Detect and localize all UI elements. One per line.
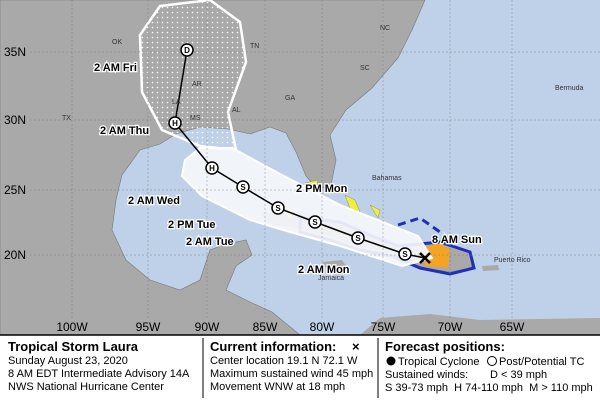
forecast-time-halo: 2 AM Wed [128,195,180,207]
forecast-point [398,247,412,261]
lon-label: 85W [253,320,278,334]
lat-label: 20N [4,248,26,262]
lon-label: 65W [500,320,525,334]
winds-d: D < 39 mph [490,369,547,381]
place-label: GA [285,95,295,102]
place-label: LA [172,99,181,106]
forecast-time: 2 PM Mon [296,183,348,195]
forecast-symbol: S [402,250,408,259]
forecast-time: 2 PM Tue [168,219,215,231]
current-location: Center location 19.1 N 72.1 W [210,355,358,367]
forecast-time-halo: 2 PM Tue [168,219,215,231]
tc-symbol [386,356,396,366]
lon-label: 70W [438,320,463,334]
lon-label: 90W [195,320,220,334]
forecast-point [180,43,194,57]
forecast-symbol: S [240,183,246,192]
place-label: Puerto Rico [494,257,531,264]
place-label: SC [360,65,370,72]
forecast-point [351,231,365,245]
forecast-time-halo: 2 AM Mon [298,264,350,276]
lon-label: 100W [56,320,88,334]
forecast-tropical: Tropical Cyclone [398,356,480,368]
forecast-post: Post/Potential TC [499,356,584,368]
place-label: TX [62,115,71,122]
current-position [419,252,431,264]
storm-date: Sunday August 23, 2020 [8,355,128,367]
place-label: Bermuda [555,85,584,92]
storm-advisory: 8 AM EDT Intermediate Advisory 14A [8,368,190,380]
land-jamaica [322,260,346,268]
place-label: Bahamas [372,175,402,182]
current-wind: Maximum sustained wind 45 mph [210,368,373,380]
forecast-time-halo: 2 AM Thu [100,125,149,137]
forecast-title: Forecast positions: [385,339,505,354]
forecast-point [236,180,250,194]
lon-label: 80W [310,320,335,334]
forecast-symbol: D [184,46,190,55]
forecast-point [205,161,219,175]
lat-label: 30N [4,113,26,127]
place-label: AL [232,107,241,114]
lon-label: 95W [136,320,161,334]
place-label: TN [250,43,259,50]
current-symbol: × [352,339,360,354]
forecast-time: 2 AM Mon [298,264,350,276]
winds-title: Sustained winds: [385,369,468,381]
place-label: OK [112,39,122,46]
footer-panel [0,335,600,400]
cone-day1-3 [180,147,434,268]
forecast-symbol: S [355,234,361,243]
forecast-time-halo: 2 AM Fri [94,62,137,74]
place-label: MS [190,115,201,122]
forecast-symbol: H [209,164,215,173]
forecast-time: 2 AM Wed [128,195,180,207]
lat-label: 25N [4,183,26,197]
land-puerto-rico [482,265,499,271]
place-label: AR [192,81,202,88]
land-south-america [360,314,600,335]
forecast-time: 2 AM Thu [100,125,149,137]
forecast-point [168,116,182,130]
map-labels: 35N 30N 25N 20N 100W 95W 90W 85W 80W 75W 70W 65W OK A… [4,0,600,334]
current-title: Current information: [210,339,336,354]
storm-name: Tropical Storm Laura [8,339,139,354]
forecast-time: 2 AM Fri [94,62,137,74]
forecast-symbol: H [172,119,178,128]
post-tc-symbol [487,356,497,366]
forecast-time-halo: 8 AM Sun [432,234,482,246]
land-north-america [0,0,426,336]
current-movement: Movement WNW at 18 mph [210,381,345,393]
forecast-symbol: S [275,204,281,213]
warning-dashes [397,216,441,234]
place-label: NC [380,25,390,32]
storm-agency: NWS National Hurricane Center [8,381,164,393]
forecast-time: 2 AM Tue [186,236,234,248]
forecast-symbol: S [312,218,318,227]
lat-label: 35N [4,45,26,59]
forecast-point [271,201,285,215]
winds-categories: S 39-73 mph H 74-110 mph M > 110 mph [385,382,593,394]
lon-label: 75W [371,320,396,334]
forecast-point [308,215,322,229]
forecast-time-halo: 2 PM Mon [296,183,348,195]
cone-day4-5 [138,0,248,152]
forecast-time-halo: 2 AM Tue [186,236,234,248]
forecast-time: 8 AM Sun [432,234,482,246]
place-label: Jamaica [318,275,344,282]
